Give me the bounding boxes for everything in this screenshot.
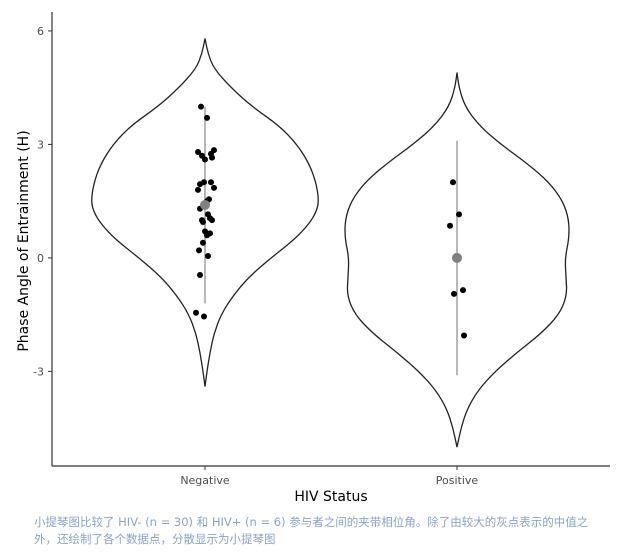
x-axis: Negative Positive [52, 465, 610, 487]
y-tick-label: 3 [37, 138, 44, 151]
data-point-negative [209, 154, 215, 161]
data-point-negative [202, 156, 208, 163]
y-tick-label: 6 [37, 25, 44, 38]
y-axis-title: Phase Angle of Entrainment (H) [16, 130, 32, 351]
data-point-negative [197, 181, 203, 188]
data-point-negative [200, 239, 206, 246]
violins [91, 38, 570, 448]
data-points [193, 103, 467, 339]
data-point-positive [450, 179, 456, 186]
data-point-negative [195, 148, 201, 155]
median-points [200, 199, 462, 263]
data-point-positive [451, 290, 457, 297]
data-point-negative [195, 186, 201, 193]
data-point-negative [204, 232, 210, 239]
y-tick-label: -3 [33, 365, 44, 378]
figure-caption: 小提琴图比较了 HIV- (n = 30) 和 HIV+ (n = 6) 参与者… [34, 515, 589, 546]
data-point-negative [205, 253, 211, 260]
data-point-negative [211, 184, 217, 191]
median-point-negative [200, 199, 210, 210]
violin-positive [344, 72, 570, 448]
violin-chart: -3 0 3 6 Negative Positive HIV Status Phase … [16, 12, 610, 505]
data-point-negative [209, 217, 215, 224]
data-point-negative [197, 271, 203, 278]
data-point-negative [208, 179, 214, 186]
data-point-positive [456, 211, 462, 218]
data-point-negative [200, 218, 206, 225]
data-point-positive [447, 222, 453, 229]
violin-negative [91, 38, 319, 387]
data-point-negative [204, 114, 210, 121]
data-point-negative [201, 313, 207, 320]
y-axis: -3 0 3 6 [33, 12, 53, 466]
x-tick-label: Negative [180, 474, 230, 487]
x-axis-title: HIV Status [294, 489, 367, 505]
median-point-positive [452, 252, 462, 263]
data-point-negative [211, 147, 217, 154]
x-tick-label: Positive [436, 474, 479, 487]
data-point-positive [460, 287, 466, 294]
data-point-negative [196, 247, 202, 254]
data-point-negative [198, 103, 204, 110]
data-point-positive [461, 332, 467, 339]
y-tick-label: 0 [37, 252, 44, 265]
range-lines [204, 106, 458, 376]
data-point-negative [193, 309, 199, 316]
